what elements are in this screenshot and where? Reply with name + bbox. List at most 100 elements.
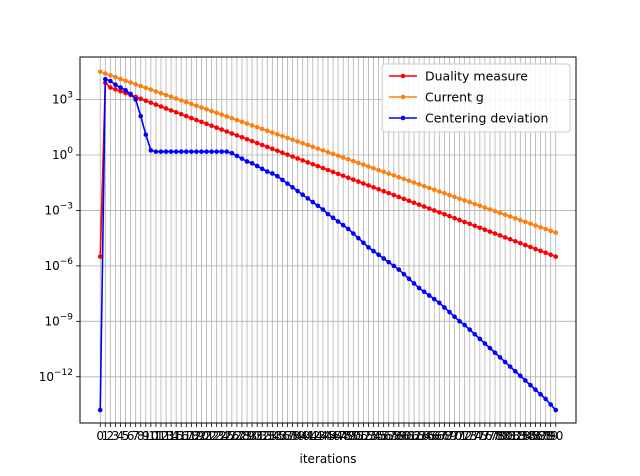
x-tick-label: 16 <box>174 429 189 443</box>
duality-measure-point <box>194 117 199 123</box>
centering-deviation-point <box>376 252 381 258</box>
duality-measure-point <box>437 210 442 215</box>
current-g-point <box>472 201 478 207</box>
centering-deviation-point <box>523 378 528 383</box>
x-tick-label: 25 <box>219 429 234 443</box>
x-tick-label: 49 <box>341 429 356 443</box>
x-axis-title: iterations <box>300 452 357 466</box>
centering-deviation-point <box>447 309 452 315</box>
centering-deviation-point <box>128 91 133 97</box>
duality-measure-point <box>431 208 437 213</box>
duality-measure-point <box>168 108 174 113</box>
centering-deviation-point <box>442 305 447 310</box>
centering-deviation-point <box>356 235 361 241</box>
x-tick-label: 22 <box>204 429 219 443</box>
centering-deviation-point <box>173 149 179 154</box>
current-g-point <box>275 132 280 137</box>
duality-measure-point <box>219 127 225 132</box>
centering-deviation-point <box>497 355 503 360</box>
centering-deviation-point <box>315 203 321 209</box>
current-g-point <box>391 173 397 178</box>
centering-deviation-point <box>199 149 204 154</box>
current-g-point <box>492 208 498 214</box>
centering-deviation-point <box>401 271 407 277</box>
centering-deviation-point <box>320 207 326 212</box>
x-tick-label: 10 <box>143 429 158 443</box>
y-tick-label: 10−12 <box>39 368 73 384</box>
duality-measure-point <box>376 186 381 192</box>
current-g-point <box>361 162 366 168</box>
duality-measure-point <box>447 213 452 219</box>
current-g-point <box>178 98 184 103</box>
current-g-point <box>462 198 467 203</box>
duality-measure-point <box>421 204 427 209</box>
x-tick-label: 1 <box>101 429 109 443</box>
x-tick-label: 39 <box>290 429 305 443</box>
duality-measure-point <box>264 144 270 150</box>
centering-deviation-point <box>249 160 255 166</box>
current-g-point <box>421 183 427 189</box>
duality-measure-point <box>143 98 149 104</box>
centering-deviation-point <box>229 150 235 156</box>
x-tick-label: 59 <box>391 429 406 443</box>
current-g-point <box>244 121 250 126</box>
current-g-point <box>97 69 103 75</box>
current-g-point <box>270 130 275 135</box>
centering-deviation-point <box>264 169 270 174</box>
centering-deviation-point <box>305 196 311 201</box>
duality-measure-point <box>416 202 422 207</box>
current-g-point <box>214 110 219 116</box>
duality-measure-point <box>518 240 523 246</box>
duality-measure-point <box>356 179 361 184</box>
duality-measure-point <box>340 173 346 179</box>
current-g-point <box>376 167 381 173</box>
centering-deviation-point <box>396 267 402 272</box>
current-g-point <box>401 176 407 182</box>
centering-deviation-point <box>168 149 174 154</box>
duality-measure-point <box>533 246 538 252</box>
x-tick-label: 29 <box>239 429 254 443</box>
current-g-point <box>356 160 361 166</box>
duality-measure-point <box>189 115 194 121</box>
current-g-point <box>264 128 270 134</box>
current-g-point <box>325 149 331 155</box>
centering-deviation-point <box>163 149 169 154</box>
duality-measure-point <box>411 200 417 206</box>
legend-label: Duality measure <box>425 69 528 84</box>
x-tick-label: 65 <box>422 429 437 443</box>
x-tick-label: 53 <box>361 429 376 443</box>
centering-deviation-point <box>361 240 366 246</box>
x-tick-label: 18 <box>184 429 199 443</box>
current-g-point <box>518 217 523 223</box>
current-g-point <box>396 174 402 180</box>
current-g-point <box>153 89 159 94</box>
centering-deviation-point <box>224 149 230 154</box>
x-tick-label: 38 <box>285 429 300 443</box>
plot-frame <box>79 56 577 424</box>
duality-measure-point <box>315 163 321 169</box>
x-tick-label: 48 <box>336 429 351 443</box>
x-tick-label: 57 <box>381 429 396 443</box>
legend-marker <box>400 115 406 121</box>
centering-deviation-point <box>148 148 154 153</box>
current-g-point <box>204 107 209 112</box>
x-tick-label: 66 <box>427 429 442 443</box>
duality-measure-point <box>452 215 457 221</box>
x-tick-label: 14 <box>163 429 178 443</box>
current-g-point <box>507 214 513 219</box>
current-g-point <box>371 165 376 171</box>
centering-deviation-point <box>239 156 245 161</box>
duality-measure-point <box>295 156 300 161</box>
duality-measure-point <box>381 188 386 194</box>
duality-measure-point <box>396 194 402 200</box>
x-tick-label: 4 <box>117 429 125 443</box>
duality-measure-point <box>270 146 275 152</box>
x-tick-label: 9 <box>142 429 150 443</box>
centering-deviation-point <box>335 219 341 224</box>
current-g-point <box>497 210 503 216</box>
centering-deviation-point <box>477 336 483 342</box>
current-g-point <box>229 115 235 121</box>
centering-deviation-point <box>538 392 543 397</box>
x-tick-label: 67 <box>432 429 447 443</box>
centering-deviation-point <box>487 345 493 351</box>
